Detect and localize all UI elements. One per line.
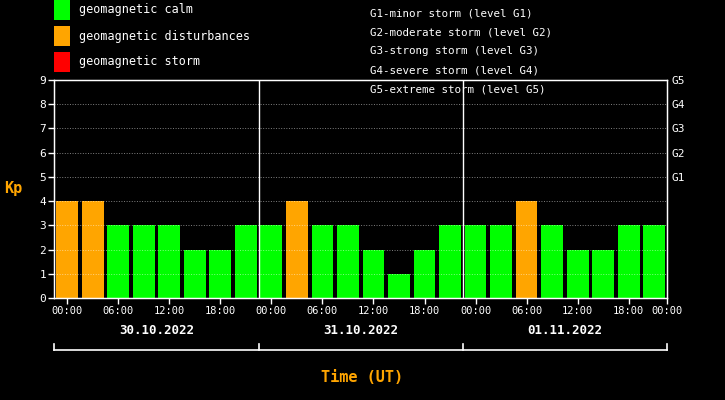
Bar — [465, 225, 486, 298]
Bar — [158, 225, 180, 298]
Text: G2-moderate storm (level G2): G2-moderate storm (level G2) — [370, 27, 552, 37]
Bar — [567, 250, 589, 298]
Bar — [388, 274, 410, 298]
Bar — [362, 250, 384, 298]
Bar — [414, 250, 435, 298]
Text: geomagnetic calm: geomagnetic calm — [79, 4, 193, 16]
Bar — [210, 250, 231, 298]
Bar — [133, 225, 154, 298]
Text: 01.11.2022: 01.11.2022 — [527, 324, 602, 336]
Bar — [515, 201, 537, 298]
Bar — [107, 225, 129, 298]
Bar — [439, 225, 461, 298]
Bar — [286, 201, 307, 298]
Bar — [235, 225, 257, 298]
Bar — [490, 225, 512, 298]
Bar — [643, 225, 665, 298]
Text: Time (UT): Time (UT) — [321, 370, 404, 386]
Text: 31.10.2022: 31.10.2022 — [323, 324, 398, 336]
Bar — [542, 225, 563, 298]
Text: Kp: Kp — [4, 182, 22, 196]
Bar — [57, 201, 78, 298]
Bar — [312, 225, 334, 298]
Bar — [260, 225, 282, 298]
Text: geomagnetic storm: geomagnetic storm — [79, 56, 200, 68]
Text: 30.10.2022: 30.10.2022 — [119, 324, 194, 336]
Bar — [618, 225, 639, 298]
Bar — [592, 250, 614, 298]
Bar — [337, 225, 359, 298]
Text: geomagnetic disturbances: geomagnetic disturbances — [79, 30, 250, 42]
Bar — [184, 250, 206, 298]
Text: G3-strong storm (level G3): G3-strong storm (level G3) — [370, 46, 539, 56]
Bar — [82, 201, 104, 298]
Text: G1-minor storm (level G1): G1-minor storm (level G1) — [370, 8, 532, 18]
Text: G5-extreme storm (level G5): G5-extreme storm (level G5) — [370, 85, 545, 95]
Text: G4-severe storm (level G4): G4-severe storm (level G4) — [370, 66, 539, 76]
